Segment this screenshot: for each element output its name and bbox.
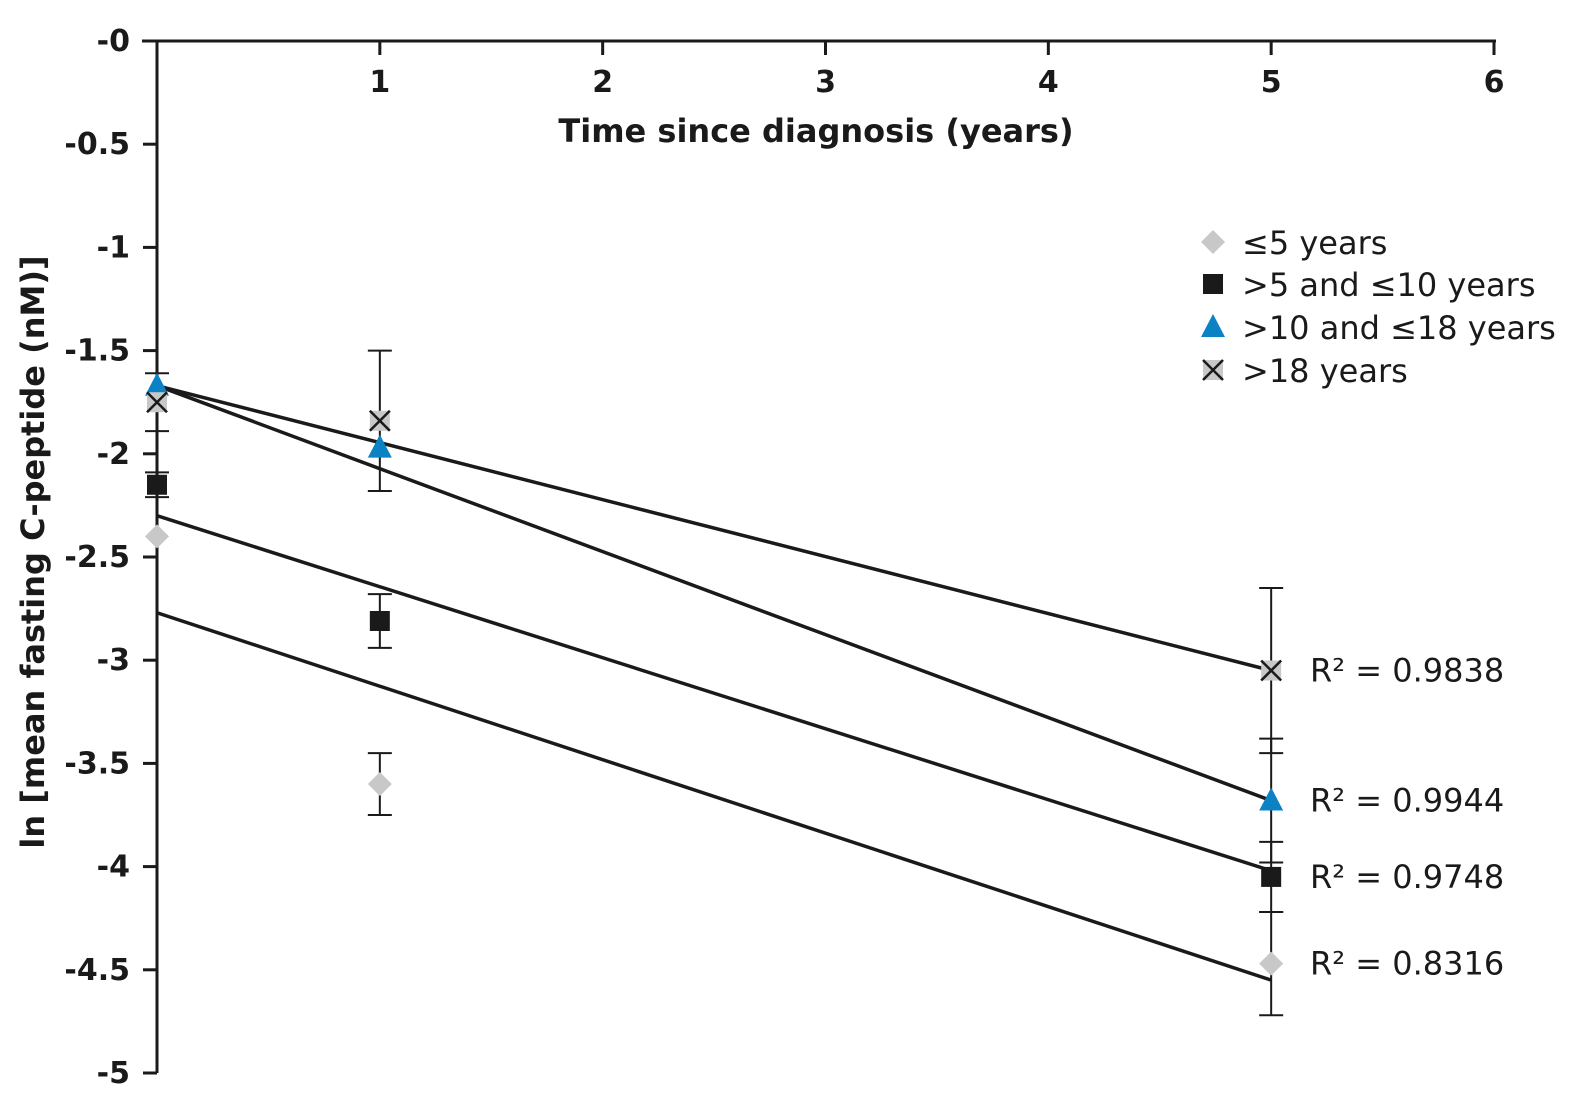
error-bars (145, 349, 1284, 1017)
data-point-triangle (1259, 787, 1284, 811)
cross-marker-stroke (146, 391, 168, 414)
legend-label: >10 and ≤18 years (1242, 309, 1556, 347)
legend-marker-triangle (1201, 314, 1225, 337)
cross-marker-stroke (1260, 659, 1283, 682)
legend-marker-diamond (1201, 230, 1225, 254)
trend-line (156, 383, 1272, 673)
legend-marker-square (1203, 274, 1223, 294)
axes (142, 39, 1496, 1073)
cross-marker-stroke (368, 409, 391, 432)
legend-label: >18 years (1242, 352, 1408, 390)
x-tick-label: 4 (1038, 65, 1059, 100)
y-tick-label: -2 (97, 437, 130, 472)
y-tick-label: -5 (97, 1056, 130, 1091)
x-axis-title: Time since diagnosis (years) (558, 112, 1073, 150)
y-tick-label: -2.5 (64, 540, 130, 575)
cross-marker-stroke (1202, 359, 1224, 381)
data-point-square (1261, 866, 1282, 887)
data-point-cross (1260, 659, 1283, 682)
legend-marker-cross (1202, 359, 1224, 381)
r2-label: R² = 0.8316 (1310, 945, 1504, 983)
tick-labels: -0 -0.5 -1 -1.5 -2 -2.5 -3 -3.5 -4 -4.5 -5 1 2 3 4 5 6 (64, 24, 1504, 1091)
data-point-square (147, 474, 167, 495)
r2-labels: R² = 0.8316 R² = 0.9748 R² = 0.9944 R² = 0.… (1310, 652, 1504, 983)
y-tick-label: -0.5 (64, 127, 130, 162)
x-tick-label: 2 (592, 65, 613, 100)
y-tick-label: -1.5 (64, 334, 130, 369)
data-point-cross (146, 391, 168, 414)
legend-item: >10 and ≤18 years (1201, 309, 1556, 347)
y-tick-label: -0 (97, 24, 130, 59)
trend-line (156, 384, 1272, 803)
r2-label: R² = 0.9748 (1310, 858, 1504, 896)
legend: ≤5 years >5 and ≤10 years >10 and ≤18 year… (1201, 224, 1556, 390)
r2-label: R² = 0.9838 (1310, 652, 1504, 690)
x-tick-label: 6 (1484, 65, 1505, 100)
data-point-square (369, 610, 390, 631)
trend-line (156, 514, 1272, 873)
legend-item: >18 years (1202, 352, 1408, 390)
legend-label: ≤5 years (1242, 224, 1387, 262)
y-tick-label: -3 (97, 643, 130, 678)
legend-label: >5 and ≤10 years (1242, 266, 1535, 304)
y-tick-label: -4.5 (64, 953, 130, 988)
x-tick-label: 3 (815, 65, 836, 100)
legend-item: ≤5 years (1201, 224, 1387, 262)
tick-marks (143, 39, 1496, 1075)
data-point-triangle (145, 372, 169, 396)
data-point-diamond (367, 772, 392, 797)
x-tick-label: 5 (1261, 65, 1282, 100)
y-axis-title: ln [mean fasting C-peptide (nM)] (14, 255, 52, 848)
y-tick-label: -3.5 (64, 746, 130, 781)
data-point-diamond (145, 524, 169, 549)
legend-item: >5 and ≤10 years (1203, 266, 1535, 304)
data-point-diamond (1259, 951, 1284, 976)
data-point-cross (368, 409, 391, 432)
y-tick-label: -4 (97, 850, 130, 885)
y-tick-label: -1 (97, 230, 130, 265)
data-point-triangle (367, 434, 392, 458)
data-markers (145, 372, 1284, 976)
r2-label: R² = 0.9944 (1310, 782, 1504, 820)
trend-line (156, 611, 1272, 982)
x-tick-label: 1 (369, 65, 390, 100)
trend-lines (156, 383, 1272, 982)
